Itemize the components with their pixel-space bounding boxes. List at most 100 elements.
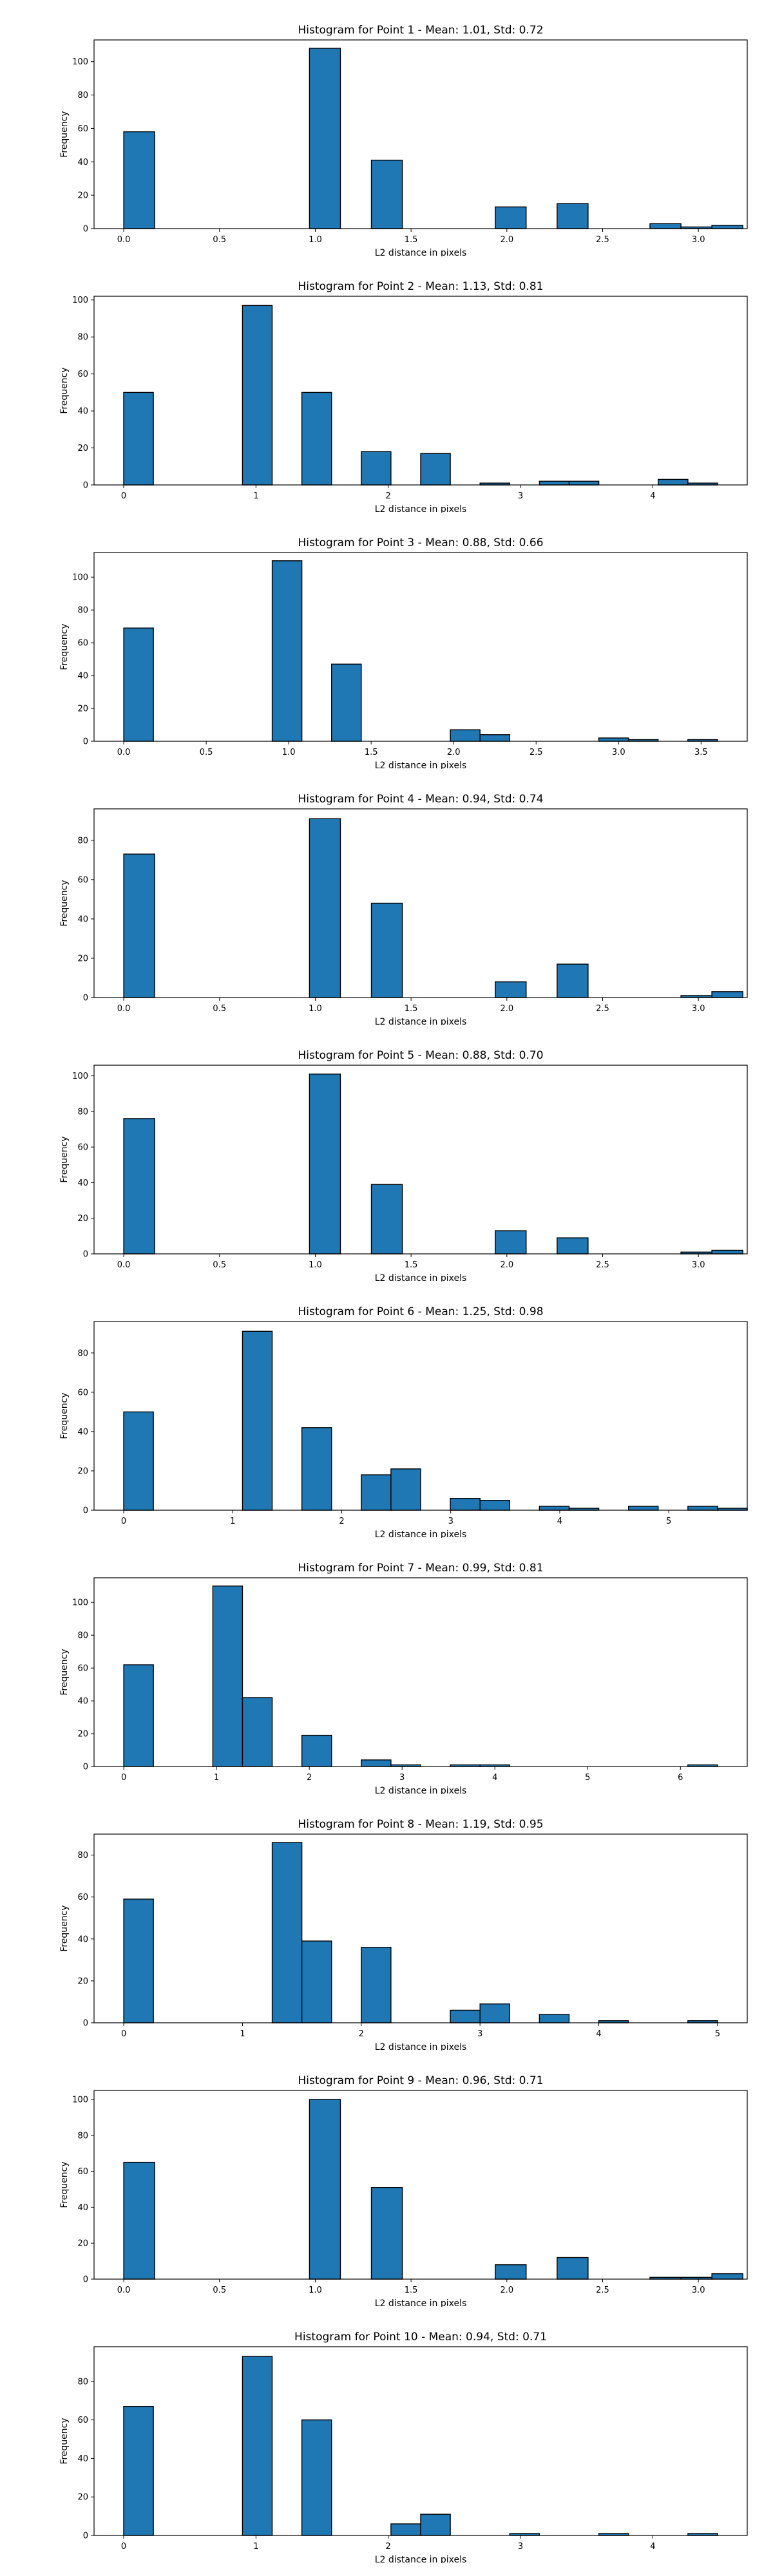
- x-tick-label: 4: [557, 1517, 562, 1526]
- histogram-chart-10: Histogram for Point 10 - Mean: 0.94, Std…: [59, 2331, 748, 2563]
- y-tick-label: 20: [77, 191, 88, 201]
- axes-frame: [93, 808, 748, 998]
- y-tick-label: 0: [83, 1250, 88, 1260]
- y-tick-label: 20: [77, 1214, 88, 1224]
- y-tick-label: 60: [77, 1893, 88, 1902]
- histogram-chart-7: Histogram for Point 7 - Mean: 0.99, Std:…: [59, 1562, 748, 1794]
- x-tick-label: 2: [386, 491, 391, 501]
- histogram-bar: [242, 305, 273, 486]
- histogram-bar: [450, 1497, 481, 1511]
- y-tick-label: 20: [77, 1730, 88, 1739]
- histogram-bar: [331, 663, 362, 742]
- histogram-bar: [242, 1697, 273, 1767]
- histogram-bar: [557, 1237, 589, 1255]
- x-tick-label: 0.5: [213, 2286, 226, 2295]
- x-tick-label: 6: [678, 1773, 683, 1783]
- x-axis-label: L2 distance in pixels: [375, 248, 467, 256]
- histogram-chart-2: Histogram for Point 2 - Mean: 1.13, Std:…: [59, 280, 748, 513]
- x-axis-label: L2 distance in pixels: [375, 2555, 467, 2563]
- x-tick-label: 2.5: [530, 748, 543, 757]
- y-tick-label: 20: [77, 1976, 88, 1986]
- x-axis-label: L2 distance in pixels: [375, 2298, 467, 2307]
- histogram-bar: [495, 206, 527, 229]
- x-tick-label: 0: [121, 1517, 126, 1526]
- y-tick-label: 0: [83, 737, 88, 747]
- x-tick-label: 1.0: [309, 2286, 322, 2295]
- y-tick-label: 20: [77, 2493, 88, 2503]
- x-tick-label: 1.0: [309, 1004, 322, 1014]
- y-tick-label: 40: [77, 1427, 88, 1437]
- axes-frame: [93, 39, 748, 229]
- x-tick-label: 3.0: [692, 1260, 705, 1270]
- histogram-bar: [123, 853, 155, 998]
- y-tick-label: 0: [83, 2532, 88, 2541]
- histogram-bar: [309, 48, 341, 229]
- histogram-bar: [627, 1506, 659, 1511]
- x-tick-label: 1.5: [405, 235, 418, 245]
- y-tick-label: 0: [83, 1506, 88, 1516]
- y-tick-label: 40: [77, 407, 88, 417]
- histogram-chart-9: Histogram for Point 9 - Mean: 0.96, Std:…: [59, 2074, 748, 2307]
- y-tick-label: 40: [77, 1697, 88, 1707]
- histogram-bar: [361, 1947, 392, 2023]
- histogram-bar: [370, 1184, 403, 1255]
- x-tick-label: 2: [339, 1517, 344, 1526]
- chart-title: Histogram for Point 5 - Mean: 0.88, Std:…: [298, 1049, 543, 1062]
- x-tick-label: 2.0: [500, 1004, 513, 1014]
- y-tick-label: 0: [83, 1763, 88, 1772]
- histogram-bar: [271, 560, 303, 742]
- chart-title: Histogram for Point 9 - Mean: 0.96, Std:…: [298, 2074, 543, 2087]
- histogram-bar: [420, 2514, 451, 2536]
- x-tick-label: 0.0: [117, 1004, 131, 1014]
- y-tick-label: 80: [77, 1107, 88, 1117]
- y-axis-label: Frequency: [59, 2161, 70, 2208]
- x-tick-label: 3: [477, 2029, 482, 2039]
- histogram-bar: [711, 1249, 743, 1255]
- chart-title: Histogram for Point 1 - Mean: 1.01, Std:…: [298, 24, 543, 37]
- histogram-bar: [495, 2264, 527, 2280]
- x-tick-label: 3.0: [692, 1004, 705, 1014]
- y-tick-label: 40: [77, 1935, 88, 1944]
- y-tick-label: 40: [77, 2454, 88, 2464]
- histogram-bar: [370, 902, 403, 998]
- y-tick-label: 60: [77, 1388, 88, 1397]
- y-tick-label: 40: [77, 1179, 88, 1188]
- chart-title: Histogram for Point 10 - Mean: 0.94, Std…: [294, 2331, 547, 2344]
- x-axis-label: L2 distance in pixels: [375, 1017, 467, 1025]
- y-tick-label: 80: [77, 333, 88, 343]
- x-tick-label: 1.0: [309, 1260, 322, 1270]
- axes-frame: [93, 1833, 748, 2023]
- y-axis-label: Frequency: [59, 2418, 70, 2464]
- y-tick-label: 60: [77, 1664, 88, 1674]
- x-tick-label: 2: [386, 2542, 391, 2552]
- x-tick-label: 1: [214, 1773, 219, 1783]
- y-tick-label: 0: [83, 994, 88, 1003]
- x-tick-label: 4: [650, 491, 655, 501]
- x-tick-label: 3: [518, 2542, 523, 2552]
- x-tick-label: 0.5: [213, 235, 226, 245]
- x-axis-label: L2 distance in pixels: [375, 761, 467, 769]
- x-tick-label: 5: [585, 1773, 590, 1783]
- x-tick-label: 0: [121, 2029, 126, 2039]
- axes-frame: [93, 296, 748, 486]
- x-tick-label: 1: [253, 491, 258, 501]
- y-tick-label: 100: [72, 2095, 88, 2105]
- histogram-bar: [557, 2257, 589, 2280]
- histogram-bar: [242, 1331, 273, 1511]
- histogram-chart-4: Histogram for Point 4 - Mean: 0.94, Std:…: [59, 793, 748, 1025]
- axes-frame: [93, 2346, 748, 2536]
- histogram-bar: [711, 991, 743, 998]
- histogram-bar: [370, 2186, 403, 2280]
- x-tick-label: 0: [121, 1773, 126, 1783]
- x-tick-label: 4: [492, 1773, 497, 1783]
- y-tick-label: 80: [77, 606, 88, 616]
- x-tick-label: 0: [121, 2542, 126, 2552]
- x-tick-label: 0.0: [117, 1260, 131, 1270]
- y-tick-label: 40: [77, 158, 88, 167]
- y-tick-label: 40: [77, 2203, 88, 2213]
- x-tick-label: 2.5: [596, 235, 609, 245]
- chart-title: Histogram for Point 3 - Mean: 0.88, Std:…: [298, 536, 543, 549]
- histogram-bar: [123, 2405, 154, 2536]
- chart-title: Histogram for Point 6 - Mean: 1.25, Std:…: [298, 1305, 543, 1318]
